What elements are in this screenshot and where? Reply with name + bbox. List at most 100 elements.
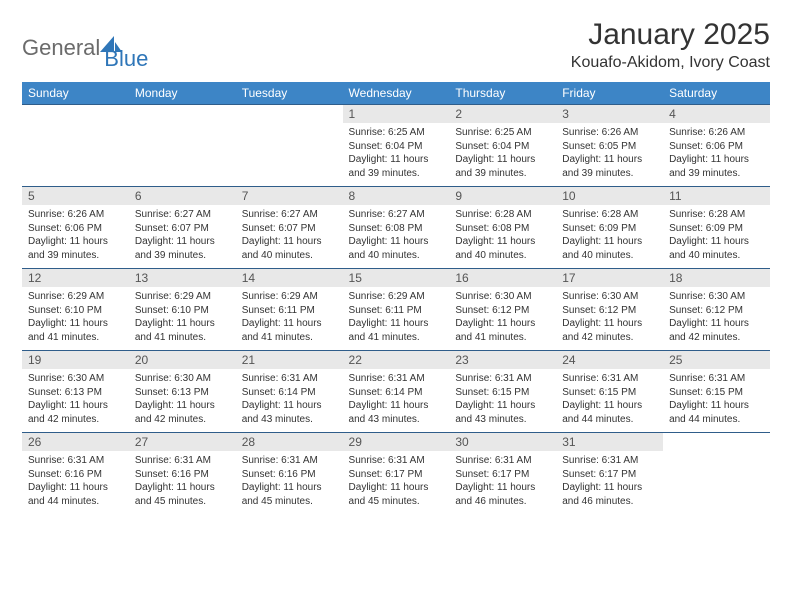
sunset-text: Sunset: 6:04 PM xyxy=(349,140,444,154)
day-details: Sunrise: 6:31 AMSunset: 6:17 PMDaylight:… xyxy=(556,451,663,514)
day-details: Sunrise: 6:26 AMSunset: 6:06 PMDaylight:… xyxy=(663,123,770,186)
calendar-day-cell: 27Sunrise: 6:31 AMSunset: 6:16 PMDayligh… xyxy=(129,433,236,515)
calendar-day-cell xyxy=(236,105,343,187)
day-details: Sunrise: 6:31 AMSunset: 6:15 PMDaylight:… xyxy=(556,369,663,432)
day-number: 23 xyxy=(449,351,556,369)
sunset-text: Sunset: 6:07 PM xyxy=(135,222,230,236)
day-number: 2 xyxy=(449,105,556,123)
weekday-header: Monday xyxy=(129,82,236,105)
sunset-text: Sunset: 6:06 PM xyxy=(669,140,764,154)
sunrise-text: Sunrise: 6:28 AM xyxy=(562,208,657,222)
sunset-text: Sunset: 6:14 PM xyxy=(242,386,337,400)
sunrise-text: Sunrise: 6:31 AM xyxy=(349,454,444,468)
sunset-text: Sunset: 6:13 PM xyxy=(28,386,123,400)
day-details: Sunrise: 6:31 AMSunset: 6:14 PMDaylight:… xyxy=(236,369,343,432)
sunset-text: Sunset: 6:08 PM xyxy=(455,222,550,236)
daylight-text: Daylight: 11 hours and 44 minutes. xyxy=(28,481,123,508)
sunrise-text: Sunrise: 6:30 AM xyxy=(28,372,123,386)
day-details: Sunrise: 6:26 AMSunset: 6:05 PMDaylight:… xyxy=(556,123,663,186)
day-details: Sunrise: 6:26 AMSunset: 6:06 PMDaylight:… xyxy=(22,205,129,268)
daylight-text: Daylight: 11 hours and 41 minutes. xyxy=(349,317,444,344)
sunset-text: Sunset: 6:15 PM xyxy=(455,386,550,400)
sunset-text: Sunset: 6:09 PM xyxy=(562,222,657,236)
daylight-text: Daylight: 11 hours and 45 minutes. xyxy=(242,481,337,508)
day-number: 29 xyxy=(343,433,450,451)
sunset-text: Sunset: 6:07 PM xyxy=(242,222,337,236)
day-number: 18 xyxy=(663,269,770,287)
sunrise-text: Sunrise: 6:31 AM xyxy=(669,372,764,386)
sunrise-text: Sunrise: 6:27 AM xyxy=(135,208,230,222)
day-details: Sunrise: 6:27 AMSunset: 6:07 PMDaylight:… xyxy=(236,205,343,268)
day-details: Sunrise: 6:28 AMSunset: 6:08 PMDaylight:… xyxy=(449,205,556,268)
day-details: Sunrise: 6:31 AMSunset: 6:15 PMDaylight:… xyxy=(449,369,556,432)
sunrise-text: Sunrise: 6:31 AM xyxy=(242,454,337,468)
sunrise-text: Sunrise: 6:26 AM xyxy=(562,126,657,140)
calendar-week-row: 1Sunrise: 6:25 AMSunset: 6:04 PMDaylight… xyxy=(22,105,770,187)
day-details: Sunrise: 6:31 AMSunset: 6:16 PMDaylight:… xyxy=(129,451,236,514)
day-details: Sunrise: 6:31 AMSunset: 6:15 PMDaylight:… xyxy=(663,369,770,432)
sunset-text: Sunset: 6:13 PM xyxy=(135,386,230,400)
sunrise-text: Sunrise: 6:30 AM xyxy=(562,290,657,304)
day-number: 25 xyxy=(663,351,770,369)
calendar-week-row: 19Sunrise: 6:30 AMSunset: 6:13 PMDayligh… xyxy=(22,351,770,433)
title-block: January 2025 Kouafo-Akidom, Ivory Coast xyxy=(571,18,770,72)
calendar-day-cell xyxy=(129,105,236,187)
day-details xyxy=(663,437,770,495)
sunset-text: Sunset: 6:16 PM xyxy=(242,468,337,482)
sunrise-text: Sunrise: 6:31 AM xyxy=(455,372,550,386)
calendar-day-cell: 2Sunrise: 6:25 AMSunset: 6:04 PMDaylight… xyxy=(449,105,556,187)
day-details: Sunrise: 6:25 AMSunset: 6:04 PMDaylight:… xyxy=(343,123,450,186)
day-number: 12 xyxy=(22,269,129,287)
day-number: 14 xyxy=(236,269,343,287)
daylight-text: Daylight: 11 hours and 42 minutes. xyxy=(135,399,230,426)
sunrise-text: Sunrise: 6:31 AM xyxy=(28,454,123,468)
day-details: Sunrise: 6:30 AMSunset: 6:13 PMDaylight:… xyxy=(22,369,129,432)
daylight-text: Daylight: 11 hours and 43 minutes. xyxy=(455,399,550,426)
calendar-day-cell: 22Sunrise: 6:31 AMSunset: 6:14 PMDayligh… xyxy=(343,351,450,433)
sunrise-text: Sunrise: 6:30 AM xyxy=(669,290,764,304)
sunset-text: Sunset: 6:16 PM xyxy=(135,468,230,482)
calendar-day-cell: 30Sunrise: 6:31 AMSunset: 6:17 PMDayligh… xyxy=(449,433,556,515)
weekday-header: Friday xyxy=(556,82,663,105)
sunrise-text: Sunrise: 6:26 AM xyxy=(28,208,123,222)
calendar-day-cell: 25Sunrise: 6:31 AMSunset: 6:15 PMDayligh… xyxy=(663,351,770,433)
day-details: Sunrise: 6:27 AMSunset: 6:08 PMDaylight:… xyxy=(343,205,450,268)
sunrise-text: Sunrise: 6:28 AM xyxy=(455,208,550,222)
daylight-text: Daylight: 11 hours and 40 minutes. xyxy=(242,235,337,262)
calendar-day-cell: 4Sunrise: 6:26 AMSunset: 6:06 PMDaylight… xyxy=(663,105,770,187)
day-details: Sunrise: 6:27 AMSunset: 6:07 PMDaylight:… xyxy=(129,205,236,268)
calendar-day-cell: 7Sunrise: 6:27 AMSunset: 6:07 PMDaylight… xyxy=(236,187,343,269)
daylight-text: Daylight: 11 hours and 42 minutes. xyxy=(669,317,764,344)
daylight-text: Daylight: 11 hours and 43 minutes. xyxy=(349,399,444,426)
calendar-day-cell xyxy=(663,433,770,515)
day-details: Sunrise: 6:30 AMSunset: 6:12 PMDaylight:… xyxy=(663,287,770,350)
daylight-text: Daylight: 11 hours and 41 minutes. xyxy=(28,317,123,344)
day-number: 30 xyxy=(449,433,556,451)
day-details: Sunrise: 6:31 AMSunset: 6:17 PMDaylight:… xyxy=(343,451,450,514)
sunset-text: Sunset: 6:16 PM xyxy=(28,468,123,482)
day-number: 5 xyxy=(22,187,129,205)
sunrise-text: Sunrise: 6:31 AM xyxy=(562,454,657,468)
day-number: 20 xyxy=(129,351,236,369)
sunset-text: Sunset: 6:14 PM xyxy=(349,386,444,400)
sunrise-text: Sunrise: 6:30 AM xyxy=(455,290,550,304)
sunrise-text: Sunrise: 6:29 AM xyxy=(349,290,444,304)
day-number: 28 xyxy=(236,433,343,451)
weekday-header-row: Sunday Monday Tuesday Wednesday Thursday… xyxy=(22,82,770,105)
daylight-text: Daylight: 11 hours and 45 minutes. xyxy=(349,481,444,508)
calendar-day-cell: 20Sunrise: 6:30 AMSunset: 6:13 PMDayligh… xyxy=(129,351,236,433)
daylight-text: Daylight: 11 hours and 39 minutes. xyxy=(562,153,657,180)
calendar-day-cell: 10Sunrise: 6:28 AMSunset: 6:09 PMDayligh… xyxy=(556,187,663,269)
sunrise-text: Sunrise: 6:29 AM xyxy=(242,290,337,304)
sunrise-text: Sunrise: 6:27 AM xyxy=(349,208,444,222)
day-details xyxy=(236,109,343,167)
day-number: 13 xyxy=(129,269,236,287)
day-number: 9 xyxy=(449,187,556,205)
sunset-text: Sunset: 6:09 PM xyxy=(669,222,764,236)
sunrise-text: Sunrise: 6:27 AM xyxy=(242,208,337,222)
sunset-text: Sunset: 6:10 PM xyxy=(135,304,230,318)
calendar-day-cell: 18Sunrise: 6:30 AMSunset: 6:12 PMDayligh… xyxy=(663,269,770,351)
logo: General Blue xyxy=(22,24,148,72)
daylight-text: Daylight: 11 hours and 44 minutes. xyxy=(669,399,764,426)
day-number: 15 xyxy=(343,269,450,287)
